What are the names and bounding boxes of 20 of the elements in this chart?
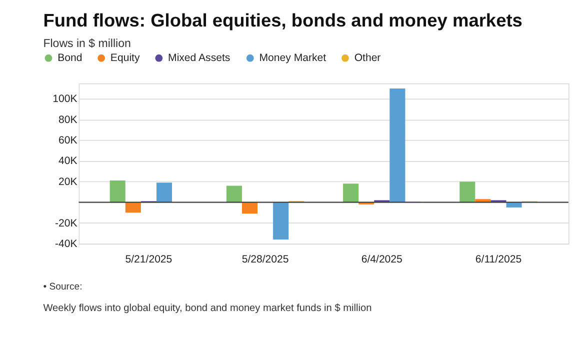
y-tick-label: 60K: [58, 134, 78, 147]
y-tick-label: 100K: [52, 93, 78, 106]
x-tick-label: 5/21/2025: [125, 253, 172, 266]
legend-label: Other: [354, 52, 382, 64]
y-tick-label: 20K: [58, 176, 78, 188]
legend-label: Bond: [58, 52, 82, 64]
chart-subtitle: Flows in $ million: [43, 38, 131, 50]
x-tick-label: 6/4/2025: [361, 253, 403, 266]
chart-title: Fund flows: Global equities, bonds and money markets: [43, 10, 522, 31]
y-tick-label: 80K: [58, 114, 78, 126]
x-tick-label: 5/28/2025: [242, 253, 289, 266]
y-tick-label: 40K: [58, 155, 78, 168]
legend-label: Mixed Assets: [168, 52, 230, 64]
text: Weekly flows into global equity, bond and money market funds in $ million: [43, 302, 372, 314]
text: • Source:: [43, 282, 82, 293]
legend-label: Money Market: [259, 52, 326, 64]
legend-label: Equity: [110, 52, 140, 64]
x-tick-label: 6/11/2025: [475, 253, 522, 266]
y-tick-label: -40K: [55, 238, 78, 250]
y-tick-label: -20K: [55, 217, 78, 230]
